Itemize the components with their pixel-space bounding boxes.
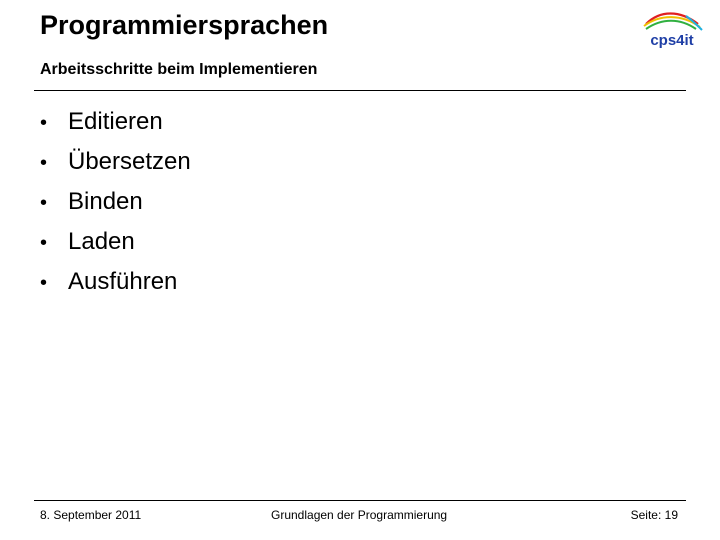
logo-arc-cyan (685, 15, 703, 31)
bullet-marker: • (40, 272, 48, 294)
list-item-editieren: • Editieren (40, 102, 191, 142)
footer-divider (34, 500, 686, 501)
footer-course-title: Grundlagen der Programmierung (271, 508, 448, 522)
list-item-label: Binden (68, 188, 143, 215)
list-item-uebersetzen: • Übersetzen (40, 142, 191, 182)
list-item-binden: • Binden (40, 182, 191, 222)
list-item-label: Laden (68, 228, 135, 255)
footer-date: 8. September 2011 (40, 508, 142, 522)
list-item-laden: • Laden (40, 222, 191, 262)
list-item-ausfuehren: • Ausführen (40, 262, 191, 302)
bullet-marker: • (40, 232, 48, 254)
header-divider (34, 90, 686, 91)
bullet-marker: • (40, 112, 48, 134)
cps4it-logo: cps4it (643, 12, 703, 49)
footer-page-number: Seite: 19 (630, 508, 678, 522)
list-item-label: Übersetzen (68, 148, 191, 175)
bullet-marker: • (40, 192, 48, 214)
list-item-label: Ausführen (68, 268, 178, 295)
bullet-list: • Editieren • Übersetzen • Binden • Lade… (40, 102, 191, 302)
slide-title: Programmiersprachen (40, 10, 329, 40)
logo-arc-green (645, 19, 697, 30)
logo-text: cps4it (650, 32, 693, 49)
slide-subtitle: Arbeitsschritte beim Implementieren (40, 61, 318, 78)
bullet-marker: • (40, 152, 48, 174)
list-item-label: Editieren (68, 108, 163, 135)
